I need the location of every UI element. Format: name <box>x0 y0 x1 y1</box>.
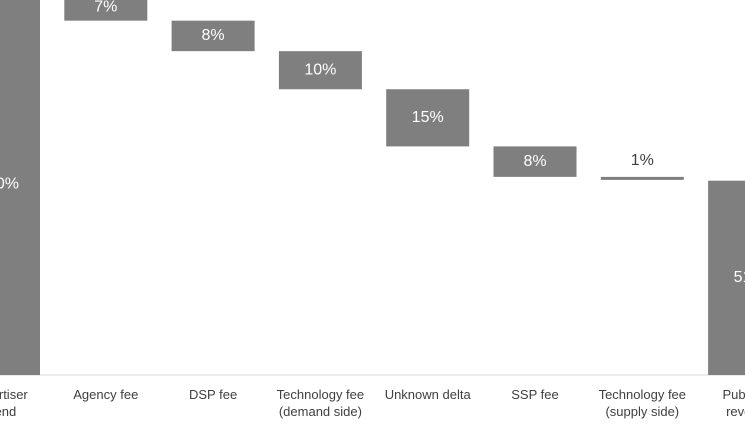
data-label-1: 7% <box>94 0 117 16</box>
data-label-4: 15% <box>412 109 444 126</box>
category-labels-group: Advertiserspend Agency fee DSP fee Technolo… <box>0 387 745 419</box>
bar-6 <box>600 176 684 180</box>
category-label-1: Agency fee <box>73 387 138 402</box>
bar-2 <box>171 20 255 52</box>
category-label-7: Publisherrevenue <box>722 387 745 419</box>
data-label-5: 8% <box>523 153 546 170</box>
bar-1 <box>64 0 148 21</box>
category-label-5: SSP fee <box>511 387 558 402</box>
data-label-3: 10% <box>304 61 336 78</box>
data-label-0: 100% <box>0 176 19 193</box>
category-label-6: Technology fee (supply side) <box>599 387 686 419</box>
bars-group <box>0 0 745 375</box>
bar-0 <box>0 0 40 375</box>
category-label-3: Technology fee (demand side) <box>277 387 364 419</box>
data-labels-group: 100% 7% 8% 10% 15% 8% 1% 51% <box>0 0 745 286</box>
data-label-6: 1% <box>631 152 654 169</box>
data-label-2: 8% <box>202 27 225 44</box>
data-label-7: 51% <box>734 269 745 286</box>
bar-4 <box>386 89 470 147</box>
category-label-2: DSP fee <box>189 387 237 402</box>
category-label-4: Unknown delta <box>385 387 472 402</box>
bar-5 <box>493 146 577 177</box>
bar-7 <box>708 180 745 375</box>
bar-3 <box>278 51 362 90</box>
category-label-0: Advertiserspend <box>0 387 28 419</box>
